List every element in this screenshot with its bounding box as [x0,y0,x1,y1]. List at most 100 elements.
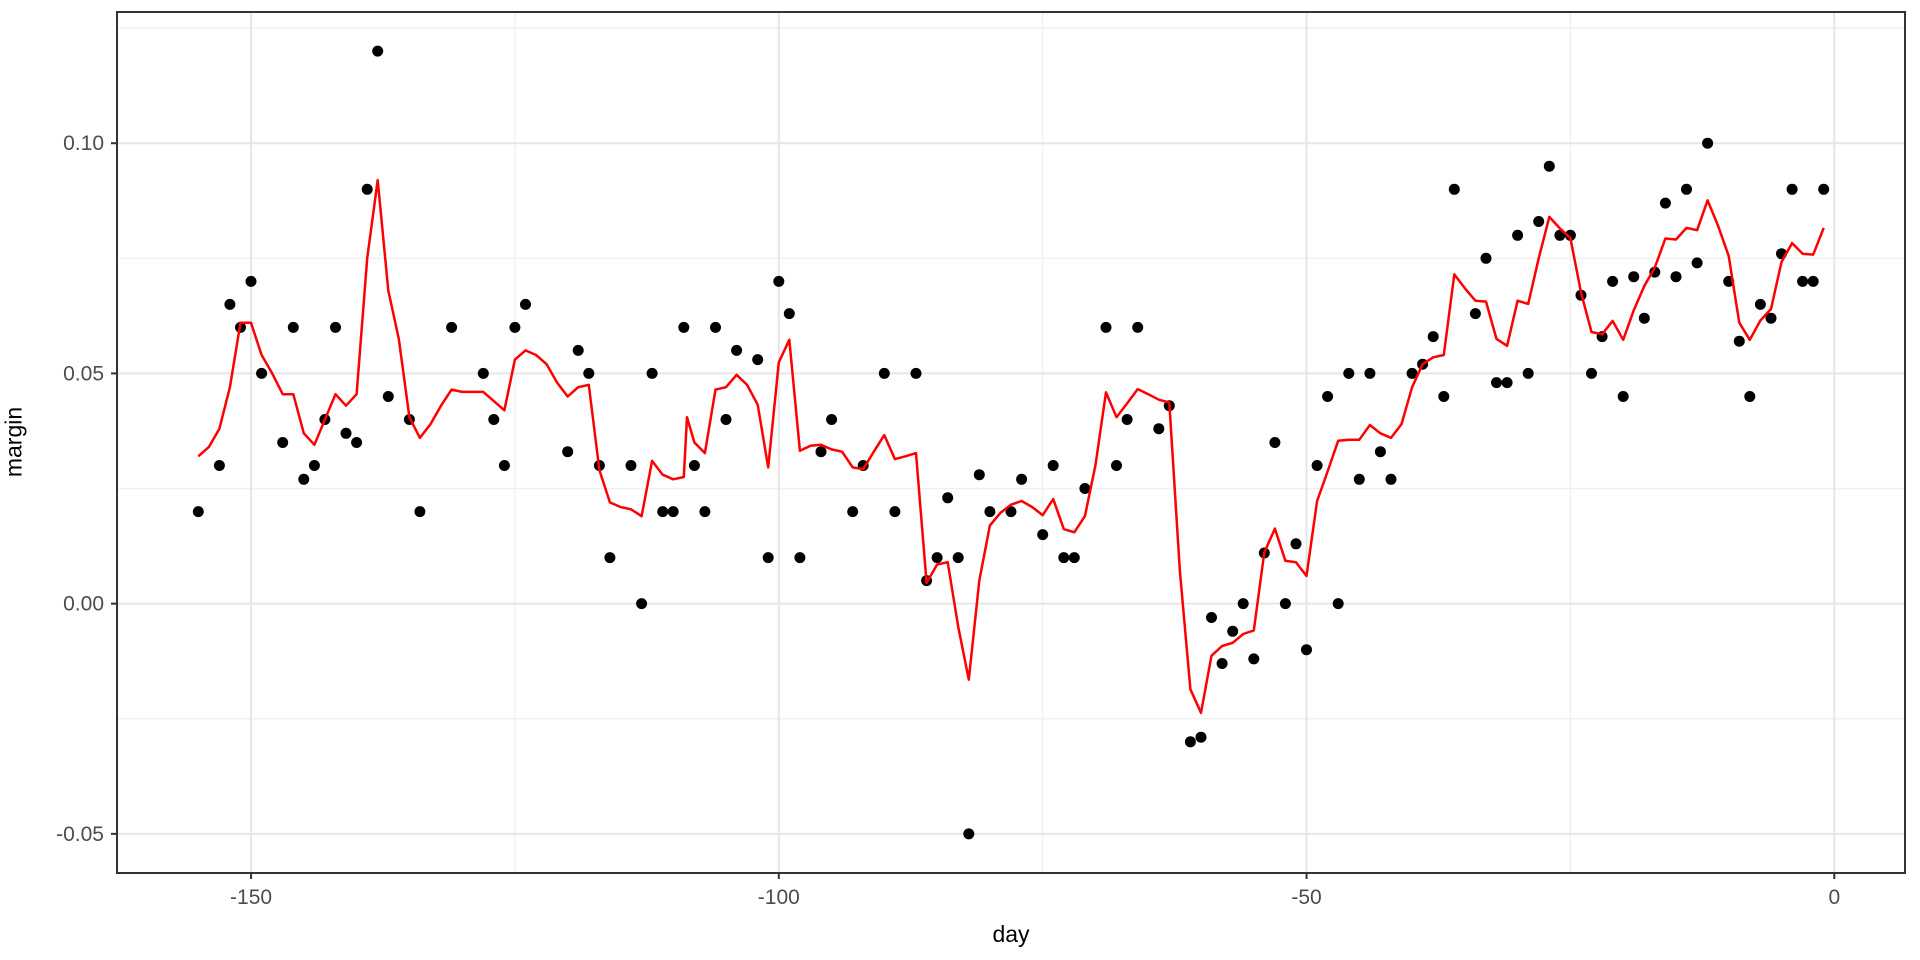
data-point [752,354,764,366]
data-point [520,298,531,310]
data-point [1807,275,1819,287]
data-point [1427,331,1439,343]
data-point [382,391,394,402]
data-point [1322,391,1334,402]
data-point [1195,731,1207,743]
data-point [245,275,257,287]
data-point [1016,473,1028,485]
y-tick-label: 0.00 [63,593,104,616]
data-point [1733,335,1745,347]
data-point [1628,271,1640,283]
data-point [678,321,690,333]
data-point [646,367,658,379]
data-point [330,321,341,333]
x-axis-title: day [992,921,1030,947]
data-point [1638,312,1650,324]
data-point [562,446,574,458]
data-point [942,492,954,504]
data-point [1353,473,1365,485]
data-point [1005,506,1017,518]
data-point [1121,414,1133,425]
data-point [1681,183,1692,195]
data-point [688,460,700,471]
data-point [1691,257,1703,269]
data-point [256,367,268,379]
data-point [952,552,964,564]
data-point [446,321,458,333]
x-tick-label: -150 [230,886,272,909]
data-point [1438,391,1450,402]
data-point [192,506,204,518]
data-point [1058,552,1070,564]
data-point [731,344,743,356]
data-point [699,506,711,518]
data-point [1184,736,1196,748]
data-point [1385,473,1397,485]
data-point [762,552,774,564]
data-point [351,437,363,448]
data-point [878,367,890,379]
data-point [1374,446,1386,458]
data-point [973,469,985,481]
data-point [372,45,384,57]
data-point [1079,483,1091,494]
data-point [1364,367,1376,379]
data-point [1480,252,1492,264]
data-point [1047,460,1059,471]
data-point [1607,275,1619,287]
data-point [1501,377,1513,389]
data-point [1301,644,1312,656]
data-point [1586,367,1597,379]
data-point [815,446,827,458]
data-point [710,321,721,333]
data-point [1269,437,1281,448]
data-point [657,506,669,518]
x-tick-label: -100 [758,886,800,909]
data-point [1111,460,1122,471]
y-tick-label: 0.10 [63,132,104,155]
data-point [287,321,299,333]
data-point [1670,271,1682,283]
data-point [1522,367,1534,379]
data-point [1279,598,1291,610]
data-point [1332,598,1344,610]
data-point [1512,229,1524,241]
y-axis-title: margin [0,406,27,478]
data-point [1406,367,1418,379]
data-point [1491,377,1502,389]
x-tick-label: 0 [1828,886,1840,909]
data-point [498,460,510,471]
trend-line [197,178,1825,715]
data-point [773,275,785,287]
data-point [1216,658,1228,669]
data-point [1448,183,1460,195]
data-point [1564,229,1576,241]
data-point [1797,275,1809,287]
data-point [783,308,795,320]
data-point [1543,160,1555,172]
data-point [1659,197,1671,209]
data-point [1702,137,1714,149]
data-point [720,414,732,425]
data-point [1818,183,1830,195]
data-point [1237,598,1249,610]
data-point [1153,423,1165,435]
data-point [308,460,320,471]
x-tick-label: -50 [1291,886,1321,909]
data-point [826,414,838,425]
data-point [1132,321,1144,333]
data-point [224,298,236,310]
data-point [847,506,859,518]
data-point [477,367,489,379]
data-point [572,344,584,356]
data-point [1786,183,1798,195]
data-point [931,552,943,564]
data-point [1037,529,1049,541]
data-point [1533,216,1545,227]
data-point [340,427,352,439]
data-point [298,473,310,485]
data-point [984,506,996,518]
data-point [604,552,616,564]
data-point [277,437,289,448]
